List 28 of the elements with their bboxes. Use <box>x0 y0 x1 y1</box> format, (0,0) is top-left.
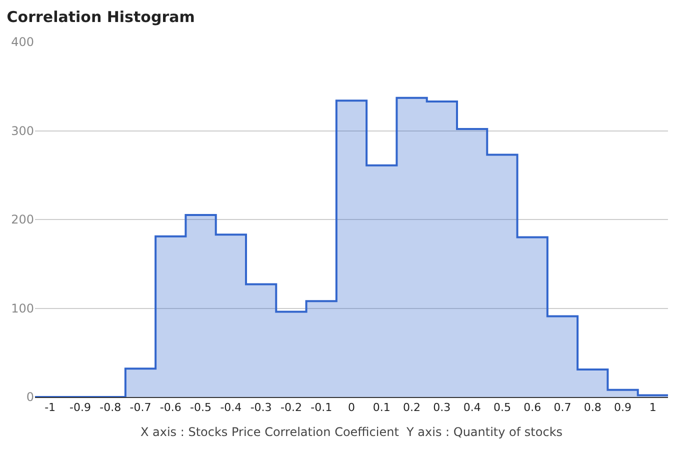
x-tick-label: 0.8 <box>584 401 602 414</box>
x-tick-label: 1 <box>649 401 656 414</box>
x-tick-label: -1 <box>44 401 56 414</box>
y-tick-label: 100 <box>11 301 34 316</box>
x-tick-label: 0 <box>348 401 355 414</box>
x-tick-label: -0.1 <box>310 401 332 414</box>
x-tick-label: 0.9 <box>614 401 632 414</box>
x-tick-label: -0.7 <box>130 401 152 414</box>
x-tick-label: 0.5 <box>493 401 511 414</box>
chart-title: Correlation Histogram <box>6 8 195 26</box>
x-tick-label: -0.3 <box>250 401 272 414</box>
x-tick-label: -0.6 <box>160 401 182 414</box>
y-tick-label: 200 <box>11 212 34 227</box>
x-tick-label: -0.9 <box>69 401 91 414</box>
y-tick-label: 300 <box>11 124 34 138</box>
x-tick-label: -0.4 <box>220 401 242 414</box>
x-tick-label: 0.4 <box>463 401 481 414</box>
y-tick-label: 0 <box>26 390 34 404</box>
x-tick-label: 0.3 <box>433 401 451 414</box>
x-tick-label: 0.2 <box>403 401 421 414</box>
x-tick-label: 0.7 <box>554 401 572 414</box>
x-tick-label: 0.1 <box>372 401 390 414</box>
x-axis-title: X axis : Stocks Price Correlation Coefficient Y axis : Quantity of stocks <box>140 425 563 440</box>
x-tick-label: -0.2 <box>280 401 302 414</box>
y-tick-label: 400 <box>11 35 34 50</box>
x-tick-label: -0.8 <box>100 401 122 414</box>
x-tick-label: 0.6 <box>524 401 542 414</box>
x-tick-label: -0.5 <box>190 401 212 414</box>
